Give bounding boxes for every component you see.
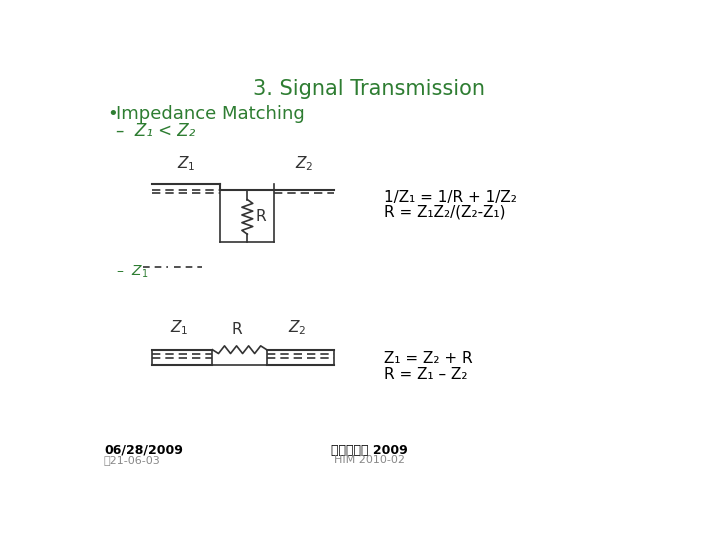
Text: $Z_1$: $Z_1$ xyxy=(177,154,195,173)
Text: $Z_2$: $Z_2$ xyxy=(294,154,313,173)
Text: –  $Z_1$: – $Z_1$ xyxy=(117,264,149,280)
Text: R = Z₁ – Z₂: R = Z₁ – Z₂ xyxy=(384,367,468,382)
Text: –  Z₁ < Z₂: – Z₁ < Z₂ xyxy=(117,122,196,140)
Text: R: R xyxy=(255,210,266,225)
Text: 1/Z₁ = 1/R + 1/Z₂: 1/Z₁ = 1/R + 1/Z₂ xyxy=(384,190,518,205)
Text: 06/28/2009: 06/28/2009 xyxy=(104,444,183,457)
Text: Z₁ = Z₂ + R: Z₁ = Z₂ + R xyxy=(384,351,473,366)
Text: R = Z₁Z₂/(Z₂-Z₁): R = Z₁Z₂/(Z₂-Z₁) xyxy=(384,205,506,220)
Text: 3. Signal Transmission: 3. Signal Transmission xyxy=(253,79,485,99)
Text: 해물리학교 2009: 해물리학교 2009 xyxy=(330,444,408,457)
Text: $Z_2$: $Z_2$ xyxy=(289,318,307,336)
Text: Impedance Matching: Impedance Matching xyxy=(117,105,305,123)
Text: •: • xyxy=(107,105,118,123)
Text: HIM 2010-02: HIM 2010-02 xyxy=(333,455,405,465)
Text: R: R xyxy=(232,322,243,336)
Text: 䡒21-06-03: 䡒21-06-03 xyxy=(104,455,161,465)
Text: $Z_1$: $Z_1$ xyxy=(170,318,189,336)
